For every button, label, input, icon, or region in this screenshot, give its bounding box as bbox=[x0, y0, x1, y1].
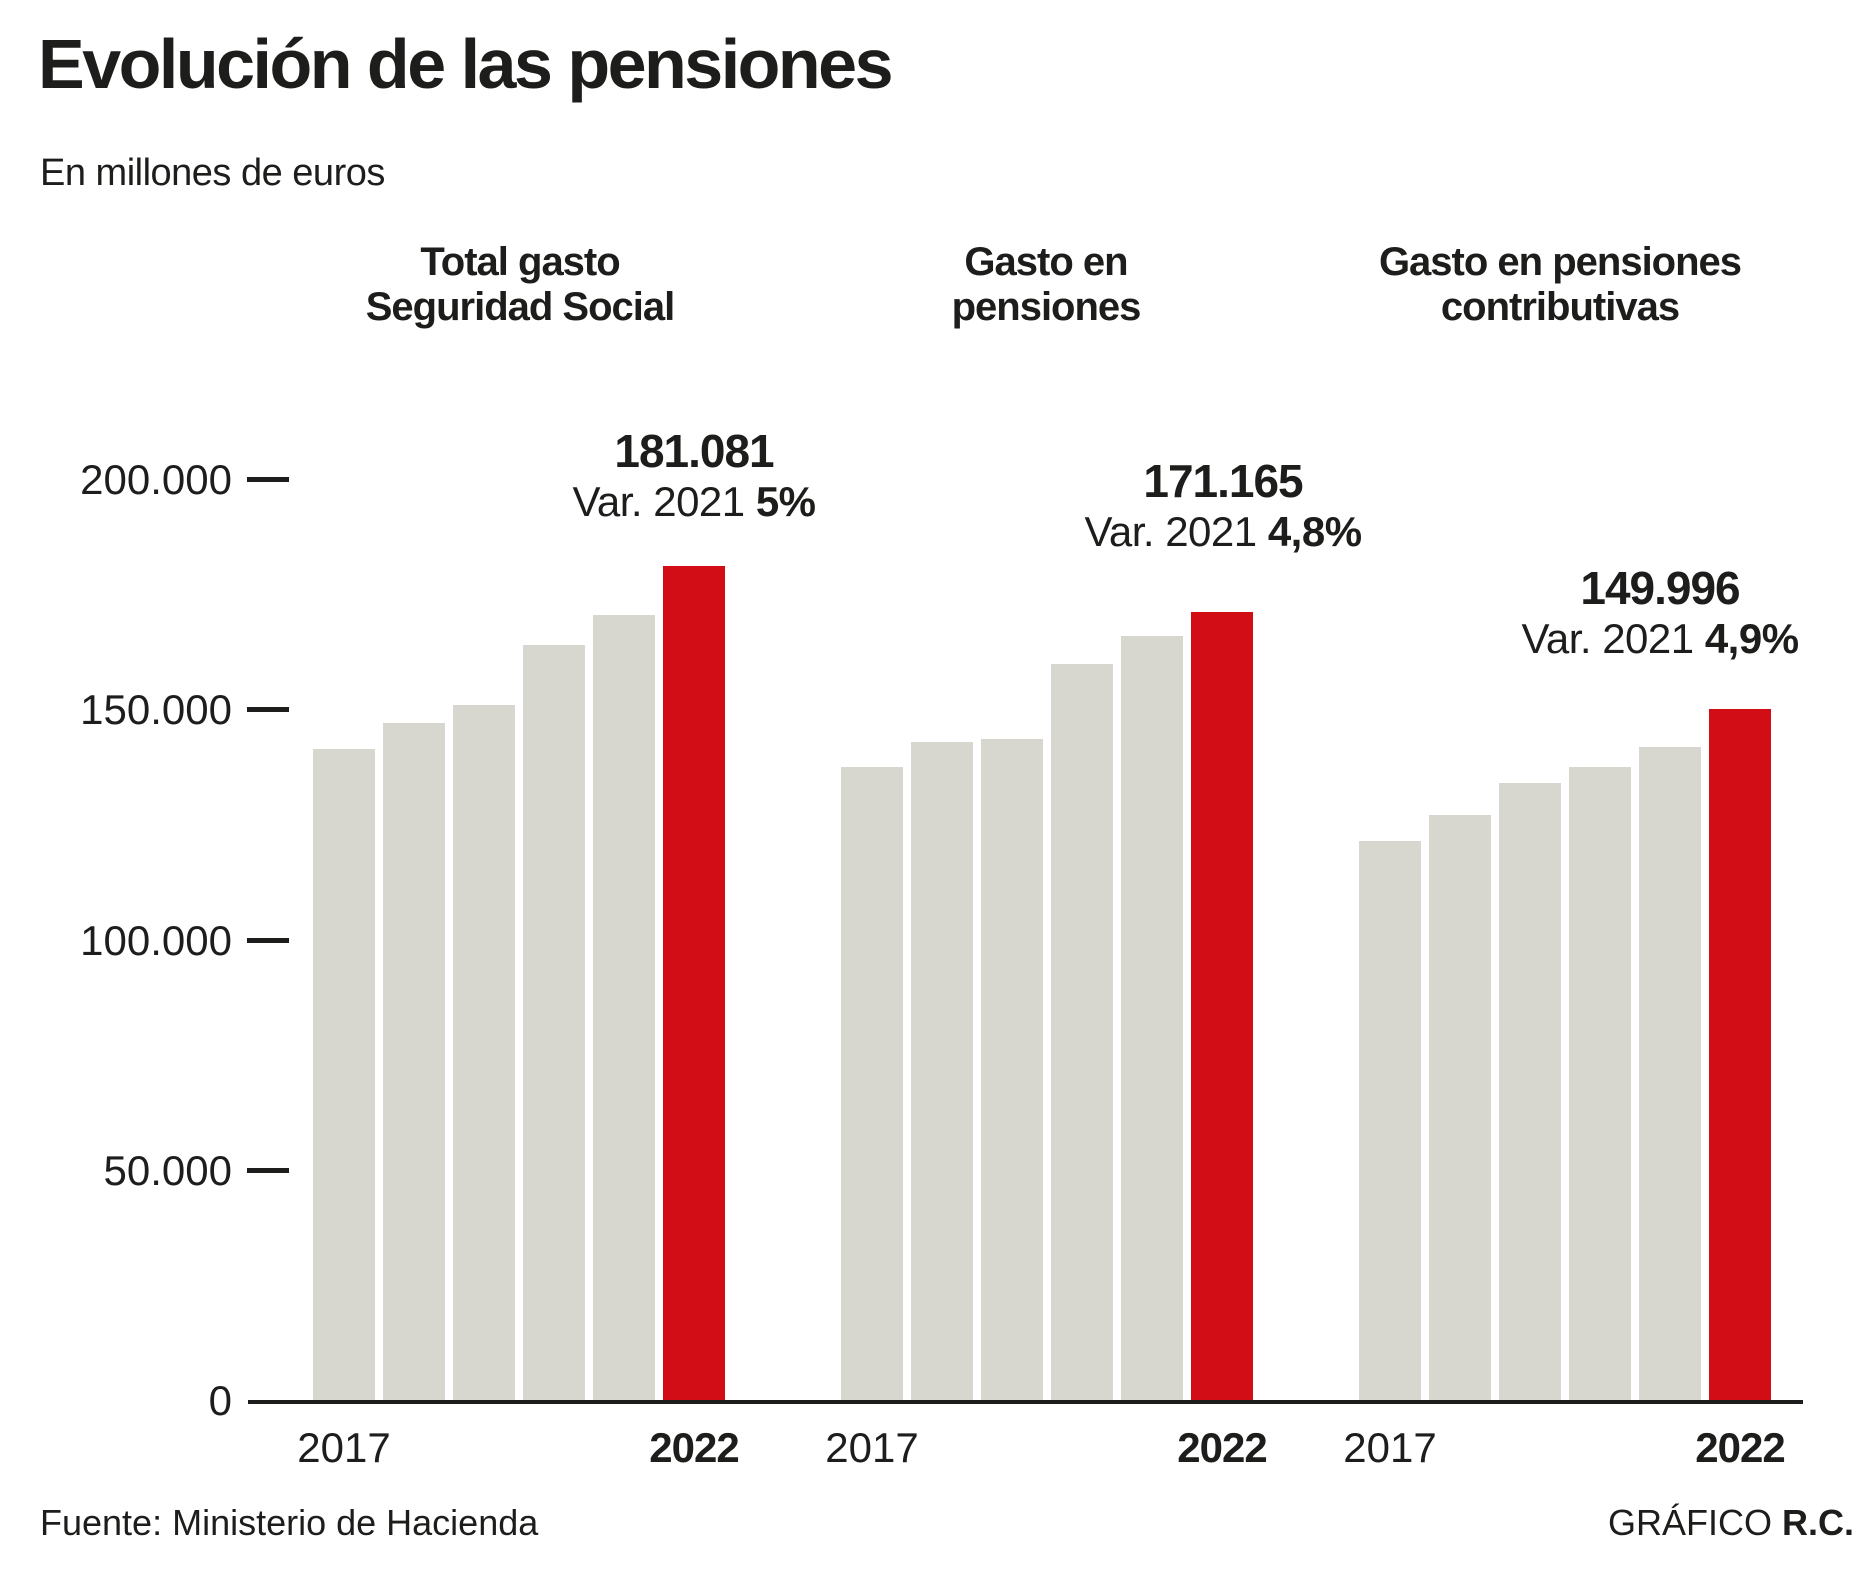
bar bbox=[1359, 841, 1421, 1400]
annotation-variation: Var. 2021 4,9% bbox=[1350, 614, 1872, 664]
credit-bold: R.C. bbox=[1782, 1502, 1854, 1543]
y-tick-label: 50.000 bbox=[103, 1146, 232, 1194]
credit-note: GRÁFICO R.C. bbox=[1608, 1502, 1854, 1544]
annotation-var-pct: 4,9% bbox=[1704, 615, 1799, 662]
group-header-line: Seguridad Social bbox=[365, 285, 676, 329]
group-header-line: Total gasto bbox=[420, 240, 620, 284]
y-tick-mark bbox=[247, 477, 289, 482]
x-tick-first-year: 2017 bbox=[297, 1424, 391, 1471]
annotation-value: 171.165 bbox=[1143, 455, 1303, 507]
bar bbox=[1569, 767, 1631, 1400]
bar bbox=[523, 645, 585, 1400]
y-tick-mark bbox=[247, 707, 289, 713]
annotation-var-label: Var. 2021 bbox=[1521, 615, 1705, 662]
bar-highlight-2022 bbox=[663, 566, 725, 1400]
bar-highlight-2022 bbox=[1191, 612, 1253, 1400]
value-annotation: 181.081 Var. 2021 5% bbox=[384, 425, 1004, 527]
group-header-line: Gasto en pensiones bbox=[1378, 240, 1742, 284]
bar bbox=[1639, 747, 1701, 1400]
bar bbox=[981, 739, 1043, 1400]
y-tick-label: 150.000 bbox=[80, 686, 232, 734]
bar bbox=[841, 767, 903, 1400]
y-tick-label: 100.000 bbox=[80, 916, 232, 964]
annotation-var-label: Var. 2021 bbox=[1084, 508, 1268, 555]
group-header: Gasto en pensiones bbox=[766, 240, 1326, 330]
x-tick-last-year: 2022 bbox=[1177, 1424, 1267, 1471]
bar bbox=[453, 705, 515, 1400]
chart-unit-note: En millones de euros bbox=[40, 152, 385, 194]
bar bbox=[383, 723, 445, 1400]
bar bbox=[1429, 815, 1491, 1400]
annotation-var-pct: 5% bbox=[755, 478, 816, 525]
y-tick-mark bbox=[247, 1167, 289, 1173]
bar bbox=[593, 615, 655, 1400]
bar bbox=[313, 749, 375, 1400]
group-header-line: pensiones bbox=[951, 285, 1142, 329]
annotation-variation: Var. 2021 5% bbox=[384, 477, 1004, 527]
bar bbox=[1499, 783, 1561, 1400]
chart-title: Evolución de las pensiones bbox=[38, 25, 894, 103]
group-header: Gasto en pensiones contributivas bbox=[1280, 240, 1840, 330]
bar bbox=[911, 742, 973, 1400]
source-note: Fuente: Ministerio de Hacienda bbox=[40, 1502, 539, 1543]
annotation-variation: Var. 2021 4,8% bbox=[913, 507, 1533, 557]
x-tick-first-year: 2017 bbox=[1343, 1424, 1437, 1471]
annotation-var-pct: 4,8% bbox=[1267, 508, 1362, 555]
value-annotation: 149.996 Var. 2021 4,9% bbox=[1350, 562, 1872, 664]
x-axis-baseline bbox=[248, 1400, 1803, 1404]
y-tick-label: 200.000 bbox=[80, 456, 232, 503]
bar bbox=[1121, 636, 1183, 1400]
annotation-value: 181.081 bbox=[614, 425, 774, 477]
credit-prefix: GRÁFICO bbox=[1607, 1502, 1772, 1543]
bar-highlight-2022 bbox=[1709, 709, 1771, 1400]
annotation-var-label: Var. 2021 bbox=[572, 478, 756, 525]
y-tick-label: 0 bbox=[208, 1377, 232, 1424]
value-annotation: 171.165 Var. 2021 4,8% bbox=[913, 455, 1533, 557]
bar bbox=[1051, 664, 1113, 1400]
x-tick-last-year: 2022 bbox=[1695, 1424, 1785, 1471]
y-tick-mark bbox=[247, 937, 289, 943]
group-header: Total gasto Seguridad Social bbox=[240, 240, 800, 330]
x-tick-last-year: 2022 bbox=[649, 1424, 739, 1471]
group-header-line: contributivas bbox=[1440, 285, 1680, 329]
x-tick-first-year: 2017 bbox=[825, 1424, 919, 1471]
group-header-line: Gasto en bbox=[964, 240, 1128, 284]
annotation-value: 149.996 bbox=[1580, 562, 1740, 614]
